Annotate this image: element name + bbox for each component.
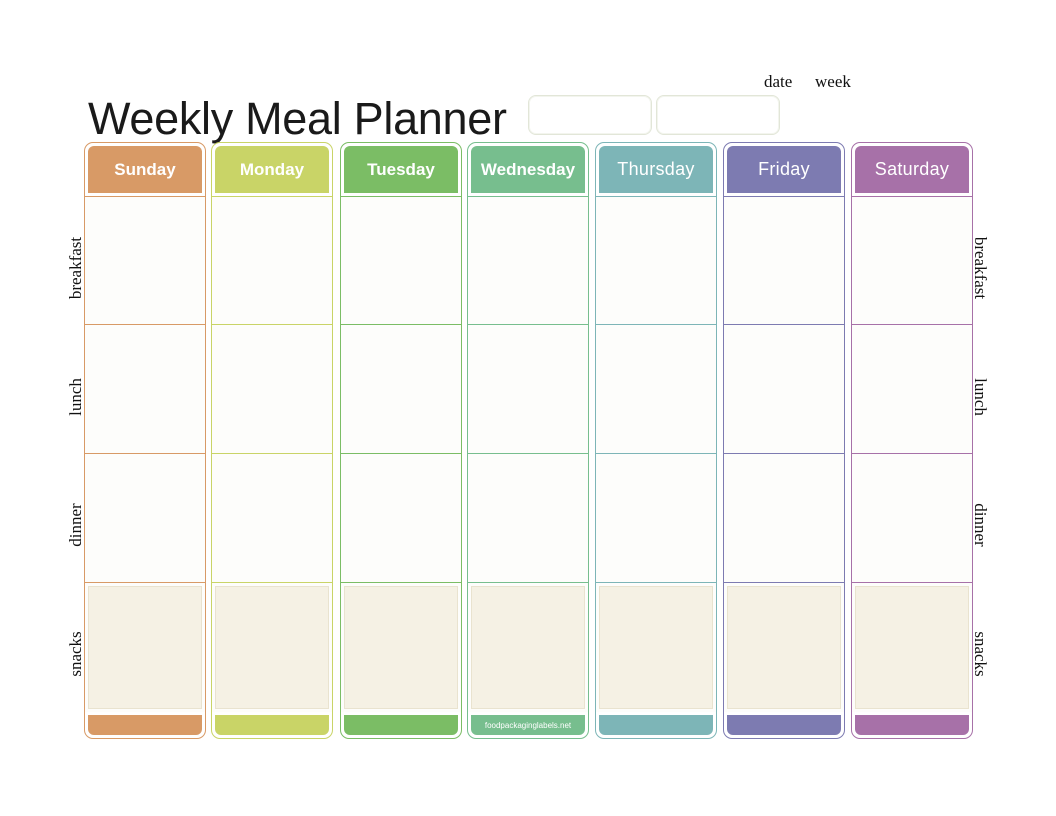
day-footer <box>344 715 458 735</box>
snacks-area <box>344 586 458 709</box>
lunch-cell[interactable] <box>85 325 205 454</box>
day-header: Tuesday <box>344 146 458 193</box>
day-footer <box>855 715 969 735</box>
page-title: Weekly Meal Planner <box>88 93 507 144</box>
snacks-area <box>727 586 841 709</box>
meal-label-breakfast-right: breakfast <box>971 236 990 300</box>
dinner-cell[interactable] <box>468 454 588 583</box>
snacks-cell[interactable] <box>212 583 332 712</box>
snacks-cell[interactable] <box>596 583 716 712</box>
day-footer <box>88 715 202 735</box>
breakfast-cell[interactable] <box>341 196 461 325</box>
snacks-area <box>599 586 713 709</box>
snacks-cell[interactable] <box>852 583 972 712</box>
lunch-cell[interactable] <box>468 325 588 454</box>
lunch-cell[interactable] <box>212 325 332 454</box>
meal-label-dinner-left: dinner <box>66 503 85 547</box>
meal-label-lunch-right: lunch <box>971 378 990 416</box>
lunch-cell[interactable] <box>724 325 844 454</box>
snacks-cell[interactable] <box>341 583 461 712</box>
breakfast-cell[interactable] <box>212 196 332 325</box>
snacks-area <box>855 586 969 709</box>
breakfast-cell[interactable] <box>468 196 588 325</box>
meal-label-snacks-left: snacks <box>66 631 85 677</box>
meal-label-snacks-right: snacks <box>971 631 990 677</box>
dinner-cell[interactable] <box>341 454 461 583</box>
day-footer <box>599 715 713 735</box>
week-label: week <box>815 72 851 91</box>
snacks-area <box>471 586 585 709</box>
breakfast-cell[interactable] <box>596 196 716 325</box>
snacks-cell[interactable] <box>724 583 844 712</box>
meal-label-dinner-right: dinner <box>971 503 990 547</box>
dinner-cell[interactable] <box>724 454 844 583</box>
day-header: Friday <box>727 146 841 193</box>
day-column-sunday: Sunday <box>84 142 206 739</box>
day-column-saturday: Saturday <box>851 142 973 739</box>
breakfast-cell[interactable] <box>724 196 844 325</box>
date-label: date <box>764 72 793 91</box>
meal-label-breakfast-left: breakfast <box>66 236 85 300</box>
day-header: Monday <box>215 146 329 193</box>
day-column-monday: Monday <box>211 142 333 739</box>
snacks-area <box>88 586 202 709</box>
day-header: Thursday <box>599 146 713 193</box>
breakfast-cell[interactable] <box>852 196 972 325</box>
dinner-cell[interactable] <box>596 454 716 583</box>
lunch-cell[interactable] <box>596 325 716 454</box>
dinner-cell[interactable] <box>212 454 332 583</box>
snacks-cell[interactable] <box>468 583 588 712</box>
day-footer <box>215 715 329 735</box>
day-footer <box>727 715 841 735</box>
snacks-cell[interactable] <box>85 583 205 712</box>
footer-credit: foodpackaginglabels.net <box>484 720 572 730</box>
date-field[interactable] <box>528 95 652 135</box>
lunch-cell[interactable] <box>852 325 972 454</box>
day-column-tuesday: Tuesday <box>340 142 462 739</box>
day-header: Saturday <box>855 146 969 193</box>
lunch-cell[interactable] <box>341 325 461 454</box>
snacks-area <box>215 586 329 709</box>
dinner-cell[interactable] <box>85 454 205 583</box>
day-column-friday: Friday <box>723 142 845 739</box>
day-header: Sunday <box>88 146 202 193</box>
day-column-wednesday: Wednesday foodpackaginglabels.net <box>467 142 589 739</box>
day-footer: foodpackaginglabels.net <box>471 715 585 735</box>
meal-label-lunch-left: lunch <box>66 378 85 416</box>
dinner-cell[interactable] <box>852 454 972 583</box>
breakfast-cell[interactable] <box>85 196 205 325</box>
day-header: Wednesday <box>471 146 585 193</box>
week-field[interactable] <box>656 95 780 135</box>
day-column-thursday: Thursday <box>595 142 717 739</box>
